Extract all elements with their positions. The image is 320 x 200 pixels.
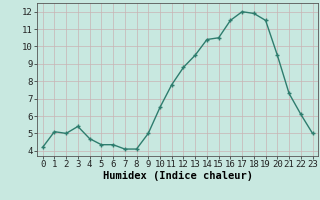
X-axis label: Humidex (Indice chaleur): Humidex (Indice chaleur) (103, 171, 252, 181)
